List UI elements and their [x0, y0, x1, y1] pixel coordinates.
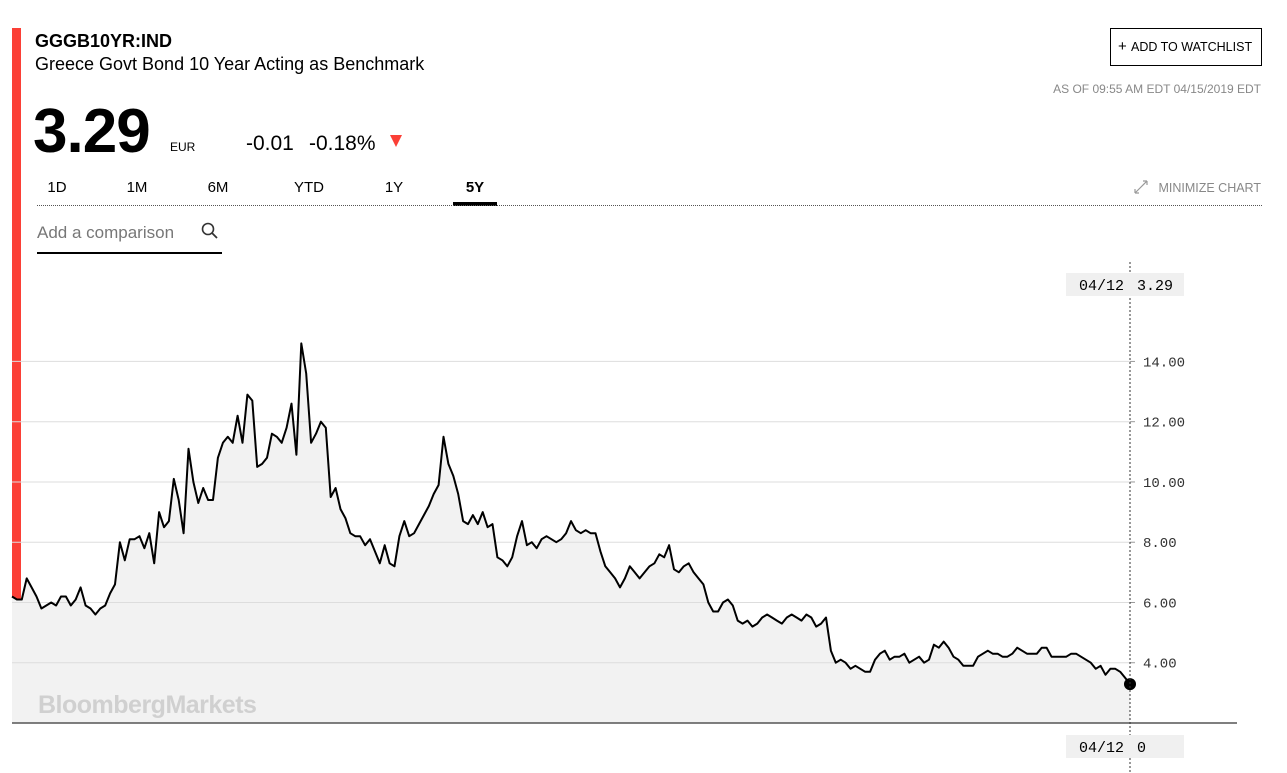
search-icon[interactable]: [201, 222, 215, 236]
range-tab[interactable]: 1M: [127, 179, 148, 196]
change: -0.01: [246, 132, 294, 155]
security-name: Greece Govt Bond 10 Year Acting as Bench…: [35, 54, 425, 74]
accent-bar: [12, 28, 21, 600]
plus-icon[interactable]: +: [1118, 38, 1127, 55]
range-tab[interactable]: 1D: [47, 179, 66, 196]
currency: EUR: [170, 140, 196, 154]
range-tab[interactable]: 6M: [208, 179, 229, 196]
y-tick-label: 4.00: [1143, 657, 1177, 673]
comparison-placeholder[interactable]: Add a comparison: [37, 223, 174, 242]
y-tick-label: 12.00: [1143, 416, 1185, 432]
area-fill: [12, 343, 1130, 723]
down-arrow: [390, 135, 402, 147]
y-tick-label: 14.00: [1143, 355, 1185, 371]
search-icon-handle[interactable]: [211, 232, 218, 239]
readout-value: 0: [1137, 740, 1146, 757]
y-tick-label: 8.00: [1143, 536, 1177, 552]
watchlist-button-border[interactable]: [1110, 28, 1262, 66]
readout-box: [1066, 735, 1184, 758]
range-tab[interactable]: 1Y: [385, 179, 403, 196]
comparison-input[interactable]: Add a comparison: [37, 222, 222, 254]
price-line: [11, 342, 1131, 685]
minimize-label[interactable]: MINIMIZE CHART: [1158, 181, 1261, 195]
last-point: [1124, 678, 1136, 691]
readout-value: 3.29: [1137, 278, 1173, 295]
minimize-icon[interactable]: [1134, 180, 1148, 194]
readout-date: 04/12: [1079, 740, 1124, 757]
range-tabs: 1D 1M 6M YTD 1Y 5Y: [47, 179, 497, 206]
as-of: AS OF 09:55 AM EDT 04/15/2019 EDT: [1053, 82, 1262, 96]
change-percent: -0.18%: [309, 132, 376, 155]
active-tab-underline[interactable]: [453, 202, 497, 206]
readout-box: [1066, 273, 1184, 296]
price: 3.29: [33, 97, 150, 166]
watchlist-label[interactable]: ADD TO WATCHLIST: [1131, 40, 1252, 54]
price-chart: 4.00 6.00 8.00 10.00 12.00 14.00 BloombergMark…: [11, 262, 1237, 773]
watchlist-button[interactable]: + ADD TO WATCHLIST: [1110, 28, 1262, 66]
range-tab[interactable]: 5Y: [466, 179, 484, 196]
watermark: BloombergMarkets: [38, 691, 256, 719]
minimize-chart[interactable]: MINIMIZE CHART: [1134, 180, 1261, 195]
ticker: GGGB10YR:IND: [35, 31, 172, 51]
range-tab[interactable]: YTD: [294, 179, 324, 196]
y-tick-label: 10.00: [1143, 476, 1185, 492]
y-tick-label: 6.00: [1143, 596, 1177, 612]
readout-date: 04/12: [1079, 278, 1124, 295]
